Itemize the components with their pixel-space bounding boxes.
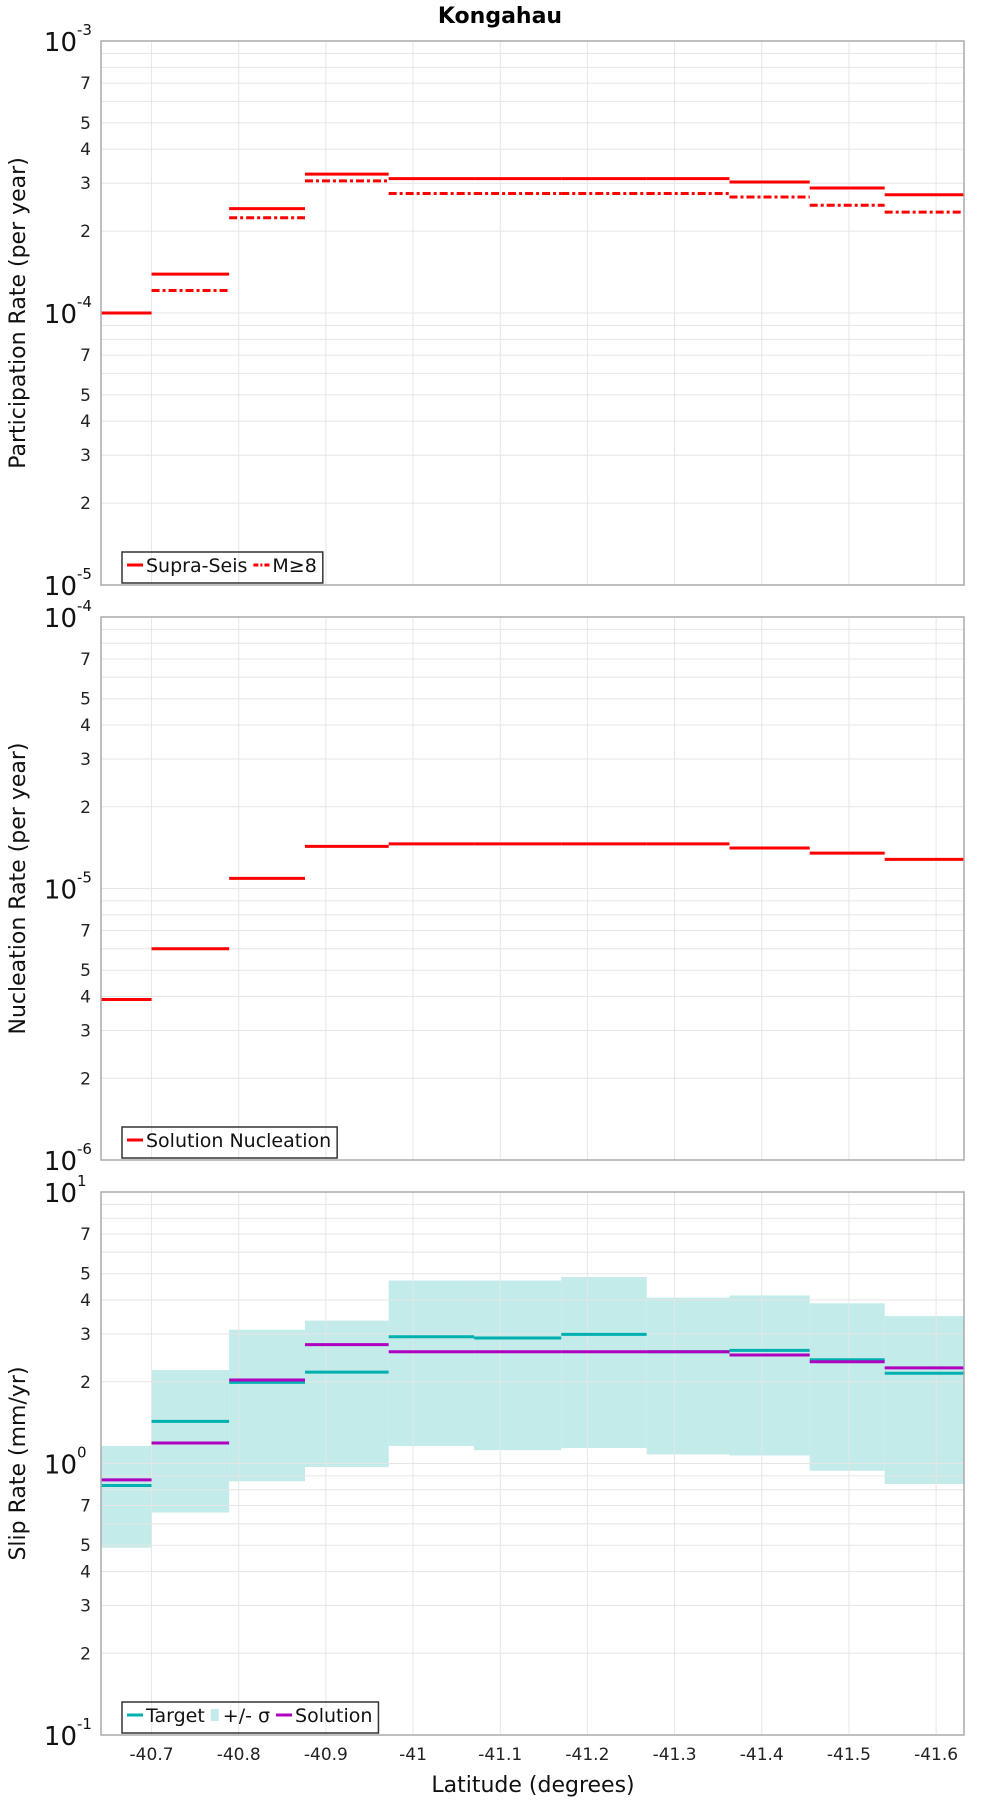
y-tick-label: 7 xyxy=(80,922,91,942)
x-tick-label: -41.5 xyxy=(827,1745,871,1765)
y-decade-label: 10 xyxy=(44,876,77,906)
x-tick-label: -41.4 xyxy=(740,1745,784,1765)
y-tick-label: 3 xyxy=(80,446,91,466)
y-decade-exponent: -5 xyxy=(77,565,92,583)
y-axis-label: Participation Rate (per year) xyxy=(6,157,31,469)
y-tick-label: 3 xyxy=(80,1325,91,1345)
legend-box xyxy=(121,1126,338,1159)
y-decade-exponent: -6 xyxy=(77,1140,92,1158)
sigma-band-bar xyxy=(229,1329,305,1482)
x-tick-label: -41.2 xyxy=(565,1745,609,1765)
plot-border xyxy=(100,616,965,1161)
legend: Solution Nucleation xyxy=(121,1126,338,1159)
y-tick-label: 4 xyxy=(80,988,91,1008)
y-tick-label: 2 xyxy=(80,1644,91,1664)
y-tick-label: 7 xyxy=(80,1497,91,1517)
y-decade-exponent: 1 xyxy=(77,1172,87,1190)
legend: Target +/- σ Solution xyxy=(121,1701,380,1734)
chart-title: Kongahau xyxy=(438,4,562,29)
sigma-band-bar xyxy=(884,1316,964,1485)
y-tick-label: 2 xyxy=(80,222,91,242)
sigma-band-bar xyxy=(101,1445,152,1548)
legend-box xyxy=(121,551,324,584)
y-decade-label: 10 xyxy=(44,28,77,58)
sigma-band-bar xyxy=(304,1320,389,1468)
y-axis-label: Nucleation Rate (per year) xyxy=(6,743,31,1035)
x-tick-label: -41.3 xyxy=(653,1745,697,1765)
legend-label: Target xyxy=(145,1705,205,1727)
y-decade-label: 10 xyxy=(44,1722,77,1752)
y-tick-label: 4 xyxy=(80,716,91,736)
sigma-band-bar xyxy=(646,1297,730,1455)
y-tick-label: 3 xyxy=(80,1021,91,1041)
legend-label: +/- σ xyxy=(223,1705,270,1727)
x-axis-label: Latitude (degrees) xyxy=(431,1773,634,1798)
y-tick-label: 3 xyxy=(80,1596,91,1616)
legend-box xyxy=(121,1701,380,1734)
sigma-band-bar xyxy=(729,1295,810,1456)
x-tick-label: -41.6 xyxy=(914,1745,958,1765)
y-tick-label: 2 xyxy=(80,494,91,514)
y-decade-exponent: -1 xyxy=(77,1715,92,1733)
sigma-band-bar xyxy=(388,1280,475,1446)
sigma-band-bar xyxy=(809,1303,885,1471)
y-axis-label: Slip Rate (mm/yr) xyxy=(6,1366,31,1560)
y-tick-label: 4 xyxy=(80,412,91,432)
y-tick-label: 5 xyxy=(80,1265,91,1285)
plot-border xyxy=(100,40,965,586)
legend: Supra-Seis M≥8 xyxy=(121,551,324,584)
y-tick-label: 4 xyxy=(80,1563,91,1583)
legend-label: M≥8 xyxy=(272,555,316,577)
y-decade-label: 10 xyxy=(44,572,77,602)
legend-label: Supra-Seis xyxy=(146,555,247,577)
y-decade-label: 10 xyxy=(44,1147,77,1177)
y-decade-label: 10 xyxy=(44,1179,77,1209)
y-tick-label: 5 xyxy=(80,690,91,710)
y-decade-exponent: -4 xyxy=(77,597,92,615)
sigma-band-bar xyxy=(151,1369,230,1513)
plot-border xyxy=(100,1191,965,1736)
sigma-band-bar xyxy=(474,1280,562,1451)
sigma-band-bar xyxy=(561,1277,647,1449)
y-tick-label: 7 xyxy=(80,346,91,366)
y-tick-label: 5 xyxy=(80,114,91,134)
y-tick-label: 7 xyxy=(80,650,91,670)
y-tick-label: 2 xyxy=(80,1373,91,1393)
x-tick-label: -40.9 xyxy=(304,1745,348,1765)
y-decade-exponent: -3 xyxy=(77,21,92,39)
y-tick-label: 4 xyxy=(80,1291,91,1311)
x-tick-label: -40.8 xyxy=(217,1745,261,1765)
y-decade-label: 10 xyxy=(44,300,77,330)
y-tick-label: 2 xyxy=(80,798,91,818)
x-tick-label: -41 xyxy=(399,1745,427,1765)
legend-swatch xyxy=(210,1709,219,1721)
legend-label: Solution Nucleation xyxy=(146,1130,331,1152)
y-tick-label: 3 xyxy=(80,174,91,194)
y-decade-exponent: 0 xyxy=(77,1444,87,1462)
y-tick-label: 7 xyxy=(80,1225,91,1245)
y-decade-exponent: -5 xyxy=(77,869,92,887)
y-decade-label: 10 xyxy=(44,1451,77,1481)
y-tick-label: 3 xyxy=(80,750,91,770)
y-tick-label: 5 xyxy=(80,1536,91,1556)
y-tick-label: 2 xyxy=(80,1069,91,1089)
y-tick-label: 7 xyxy=(80,74,91,94)
y-tick-label: 5 xyxy=(80,386,91,406)
y-tick-label: 5 xyxy=(80,961,91,981)
x-tick-label: -40.7 xyxy=(130,1745,174,1765)
y-decade-exponent: -4 xyxy=(77,293,92,311)
y-tick-label: 4 xyxy=(80,140,91,160)
y-decade-label: 10 xyxy=(44,604,77,634)
x-tick-label: -41.1 xyxy=(478,1745,522,1765)
legend-label: Solution xyxy=(295,1705,372,1727)
